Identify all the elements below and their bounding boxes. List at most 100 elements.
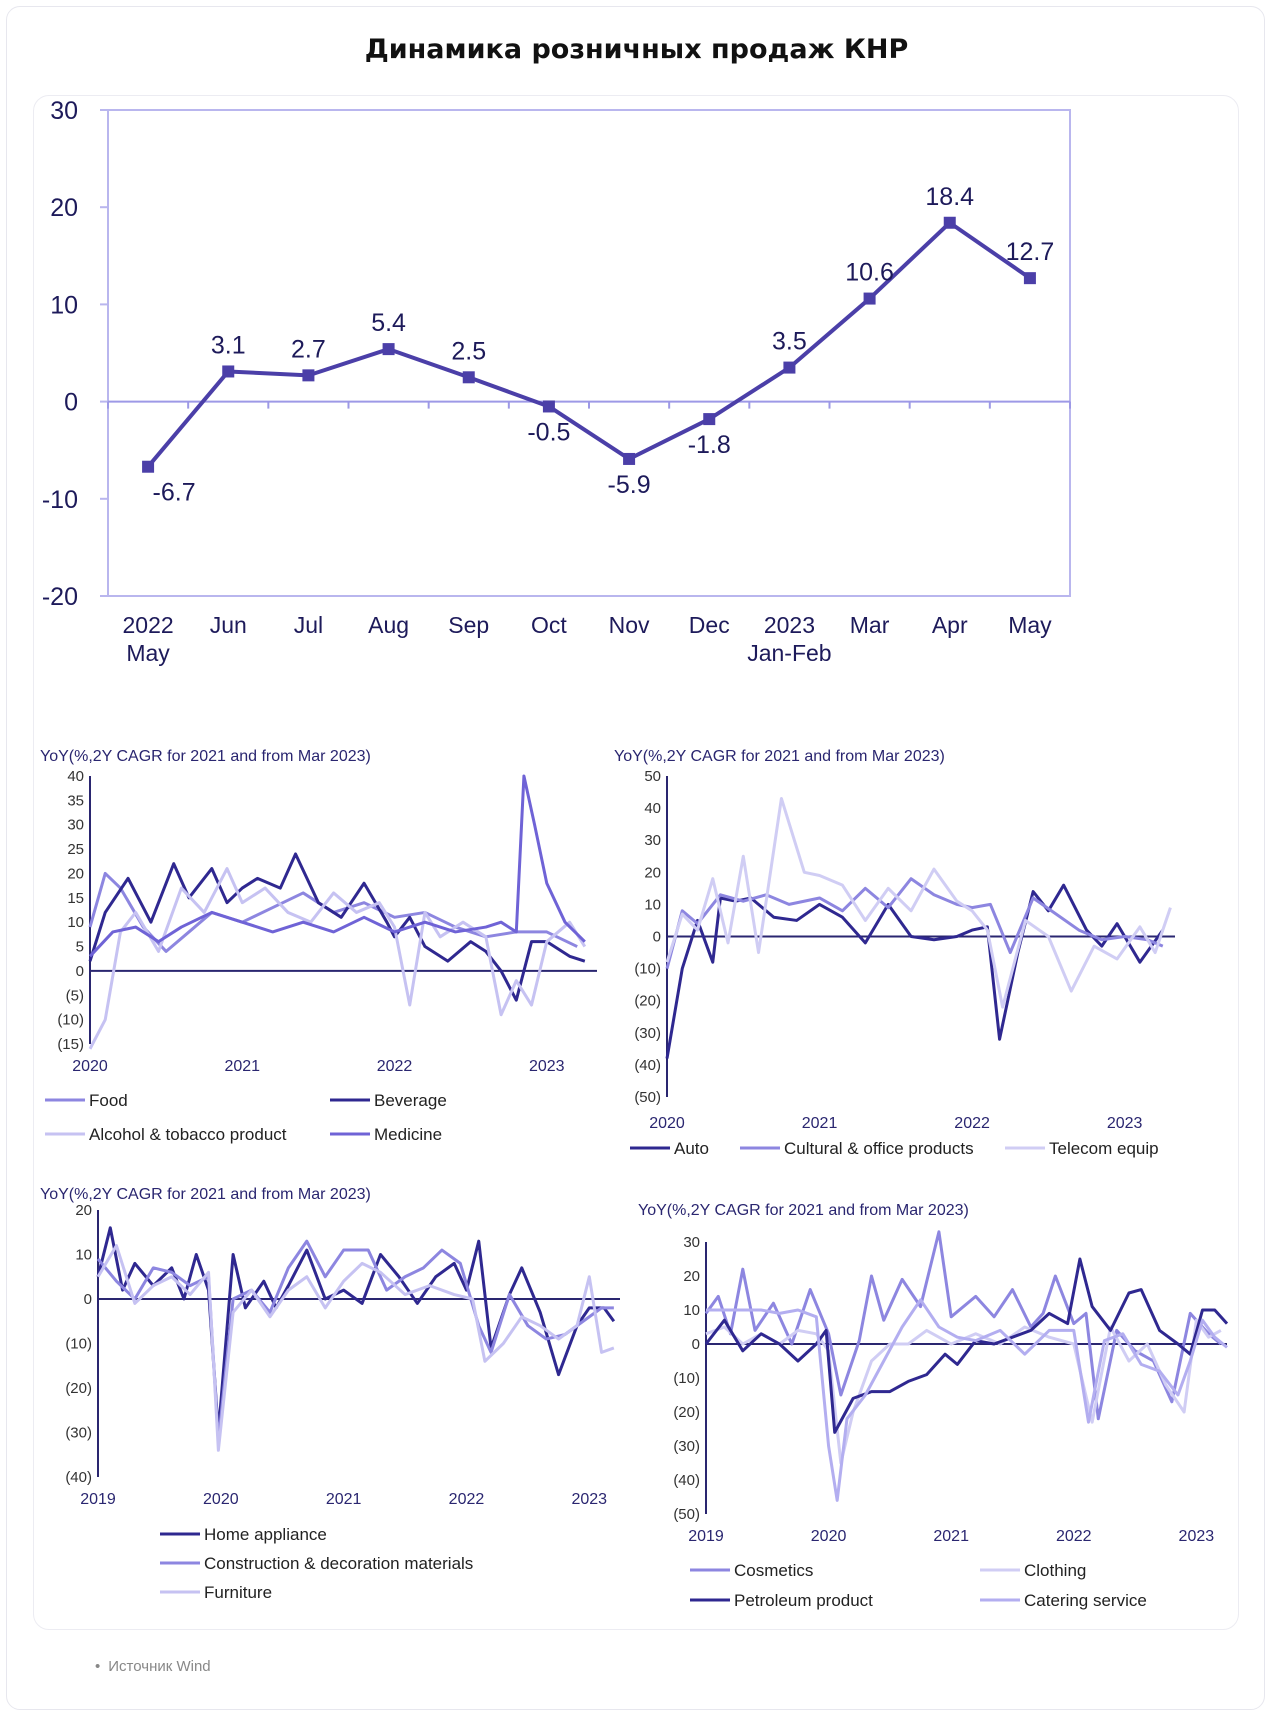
y-tick-label: 5 (76, 939, 84, 956)
legend-label: Catering service (1024, 1591, 1147, 1610)
y-tick-label: (15) (57, 1036, 84, 1053)
x-tick-label: 2022 (954, 1115, 990, 1132)
y-tick-label: 20 (50, 194, 78, 222)
y-tick-label: (30) (634, 1025, 661, 1042)
plot-frame (107, 109, 1071, 597)
x-tick-label: 2023 (764, 612, 815, 638)
data-point (462, 371, 475, 384)
legend-label: Construction & decoration materials (204, 1554, 473, 1573)
x-tick-label: 2019 (80, 1491, 116, 1508)
data-point (623, 452, 636, 465)
x-tick-label: 2022 (449, 1491, 485, 1508)
legend-label: Beverage (374, 1091, 447, 1110)
data-point (542, 400, 555, 413)
legend-label: Food (89, 1091, 128, 1110)
y-tick-label: 25 (67, 841, 84, 858)
x-tick-label: 2021 (933, 1528, 969, 1545)
data-label: -6.7 (153, 479, 196, 507)
x-tick-label: 2023 (571, 1491, 607, 1508)
y-tick-label: 10 (75, 1247, 92, 1264)
y-tick-label: 10 (50, 291, 78, 319)
data-label: 12.7 (1006, 238, 1055, 266)
legend-label: Clothing (1024, 1561, 1086, 1580)
x-tick-label: May (126, 640, 170, 666)
y-tick-label: 10 (683, 1302, 700, 1319)
series-line (706, 1298, 1228, 1502)
data-point (783, 361, 796, 374)
y-axis-title: YoY(%,2Y CAGR for 2021 and from Mar 2023… (614, 748, 945, 765)
y-tick-label: 20 (644, 864, 661, 881)
x-tick-label: May (1008, 612, 1052, 638)
y-tick-label: 40 (67, 768, 84, 785)
data-label: 2.7 (291, 335, 326, 363)
x-tick-label: Jan-Feb (747, 640, 831, 666)
y-tick-label: 20 (75, 1202, 92, 1219)
y-tick-label: 50 (644, 768, 661, 785)
data-point (943, 216, 956, 229)
y-tick-label: 20 (683, 1268, 700, 1285)
chart-card (33, 95, 1239, 1630)
legend-label: Auto (674, 1139, 709, 1158)
y-tick-label: 0 (653, 929, 661, 946)
data-label: -1.8 (688, 431, 731, 459)
y-tick-label: 15 (67, 890, 84, 907)
y-tick-label: 10 (67, 914, 84, 931)
x-tick-label: 2022 (1056, 1528, 1092, 1545)
y-tick-label: (20) (634, 993, 661, 1010)
x-tick-label: 2023 (529, 1058, 565, 1075)
y-axis-title: YoY(%,2Y CAGR for 2021 and from Mar 2023… (638, 1202, 969, 1219)
x-tick-label: 2022 (122, 612, 173, 638)
x-tick-label: Oct (531, 612, 567, 638)
series-line (88, 774, 586, 958)
x-tick-label: 2019 (688, 1528, 724, 1545)
y-tick-label: 0 (76, 963, 84, 980)
y-tick-label: (10) (57, 1012, 84, 1029)
data-label: -5.9 (608, 471, 651, 499)
legend-label: Home appliance (204, 1525, 327, 1544)
data-label: 3.1 (211, 331, 246, 359)
series-line (96, 1226, 616, 1434)
series-line (665, 883, 1165, 1059)
data-label: 5.4 (371, 309, 406, 337)
y-tick-label: (10) (673, 1370, 700, 1387)
source-text: Источник Wind (108, 1658, 211, 1675)
data-point (1023, 272, 1036, 285)
x-tick-label: 2020 (72, 1058, 108, 1075)
x-tick-label: 2021 (224, 1058, 260, 1075)
data-point (863, 292, 876, 305)
legend-label: Cultural & office products (784, 1139, 974, 1158)
x-tick-label: 2020 (649, 1115, 685, 1132)
x-tick-label: 2020 (811, 1528, 847, 1545)
x-tick-label: 2022 (377, 1058, 413, 1075)
data-label: 2.5 (451, 337, 486, 365)
y-tick-label: 0 (692, 1336, 700, 1353)
y-tick-label: 20 (67, 865, 84, 882)
x-tick-label: Apr (932, 612, 968, 638)
data-label: -0.5 (527, 418, 570, 446)
y-tick-label: 0 (64, 389, 78, 417)
y-tick-label: 40 (644, 800, 661, 817)
y-tick-label: 30 (50, 97, 78, 125)
legend-label: Telecom equip (1049, 1139, 1159, 1158)
y-tick-label: 35 (67, 792, 84, 809)
legend-label: Cosmetics (734, 1561, 813, 1580)
series-line (96, 1244, 615, 1452)
y-tick-label: (10) (65, 1336, 92, 1353)
y-tick-label: (30) (65, 1425, 92, 1442)
y-tick-label: 30 (644, 832, 661, 849)
data-point (142, 460, 155, 473)
x-tick-label: Aug (368, 612, 409, 638)
bullet-icon: • (95, 1658, 101, 1675)
x-tick-label: 2023 (1107, 1115, 1143, 1132)
y-tick-label: (20) (65, 1380, 92, 1397)
y-tick-label: (30) (673, 1438, 700, 1455)
y-tick-label: (10) (634, 961, 661, 978)
series-line (96, 1239, 614, 1443)
y-tick-label: (20) (673, 1404, 700, 1421)
y-tick-label: 0 (84, 1291, 92, 1308)
data-label: 10.6 (845, 259, 894, 287)
